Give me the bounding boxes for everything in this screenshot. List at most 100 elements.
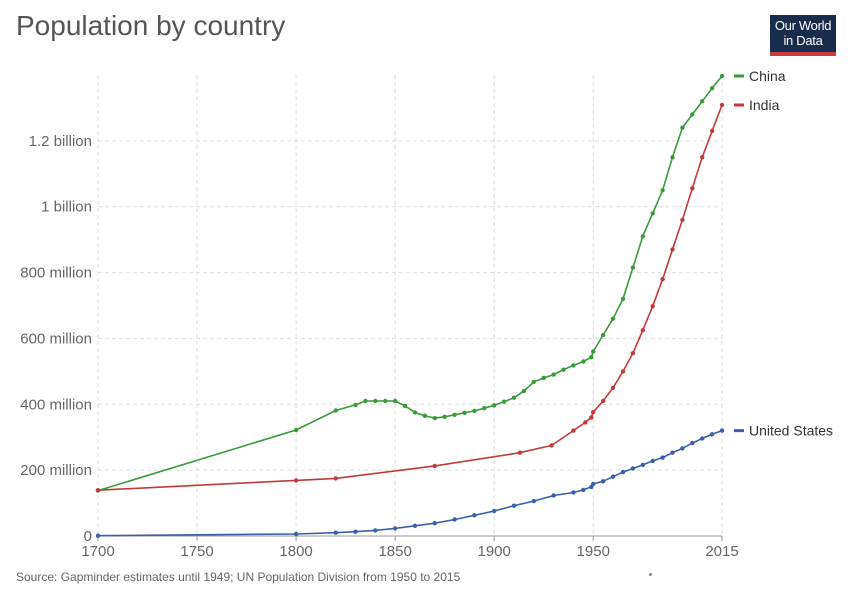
data-point[interactable] [353,529,358,534]
legend-item[interactable]: China [734,68,786,84]
data-point[interactable] [432,415,437,421]
data-point[interactable] [670,247,675,252]
data-point[interactable] [660,455,665,460]
data-point[interactable] [630,351,636,356]
data-point[interactable] [589,355,594,360]
data-point[interactable] [383,398,388,404]
data-point[interactable] [422,413,428,418]
data-point[interactable] [472,513,477,518]
data-point[interactable] [561,367,566,372]
data-point[interactable] [402,403,408,409]
data-point[interactable] [690,186,695,191]
data-point[interactable] [95,533,101,538]
data-point[interactable] [650,211,655,216]
data-point[interactable] [589,415,594,420]
series-line[interactable] [97,104,723,491]
data-point[interactable] [600,332,606,338]
data-point[interactable] [650,458,655,464]
data-point[interactable] [610,474,616,479]
data-point[interactable] [719,102,725,108]
data-point[interactable] [719,428,725,433]
data-point[interactable] [531,498,536,504]
data-point[interactable] [709,432,715,437]
data-point[interactable] [571,428,576,433]
data-point[interactable] [700,436,705,441]
data-point[interactable] [412,410,418,415]
data-point[interactable] [583,420,588,425]
data-point[interactable] [571,490,576,495]
data-point[interactable] [521,388,527,394]
data-point[interactable] [501,399,507,404]
data-point[interactable] [432,521,437,526]
series-line[interactable] [97,75,723,492]
data-point[interactable] [670,450,675,455]
data-point[interactable] [591,349,596,354]
data-point[interactable] [293,531,299,537]
data-point[interactable] [620,296,626,302]
data-point[interactable] [432,463,437,469]
our-world-in-data-logo[interactable]: Our World in Data [770,15,836,56]
series-india[interactable] [95,102,725,493]
data-point[interactable] [690,440,695,446]
data-point[interactable] [452,517,457,522]
data-point[interactable] [373,398,378,404]
legend-item[interactable]: United States [734,423,833,439]
data-point[interactable] [472,408,477,414]
data-point[interactable] [600,479,606,484]
data-point[interactable] [670,155,675,160]
data-point[interactable] [442,414,447,419]
data-point[interactable] [640,462,645,468]
data-point[interactable] [600,398,606,404]
data-point[interactable] [709,86,715,91]
data-point[interactable] [517,450,523,455]
legend-item[interactable]: India [734,97,780,113]
data-point[interactable] [709,128,715,134]
data-point[interactable] [660,188,665,193]
data-point[interactable] [492,508,497,514]
data-point[interactable] [293,478,299,483]
data-point[interactable] [293,427,299,433]
data-point[interactable] [333,408,338,413]
data-point[interactable] [95,488,101,493]
data-point[interactable] [610,385,616,390]
data-point[interactable] [482,406,487,411]
series-china[interactable] [95,73,725,493]
series-united-states[interactable] [95,428,725,538]
data-point[interactable] [680,125,685,130]
data-point[interactable] [660,277,665,282]
data-point[interactable] [591,410,596,415]
data-point[interactable] [680,217,685,223]
data-point[interactable] [531,379,536,385]
data-point[interactable] [620,469,626,475]
data-point[interactable] [412,523,418,528]
data-point[interactable] [353,402,358,408]
data-point[interactable] [571,363,576,368]
data-point[interactable] [511,395,517,400]
data-point[interactable] [591,481,596,487]
series-line[interactable] [97,429,723,537]
data-point[interactable] [610,316,616,321]
data-point[interactable] [640,234,645,239]
data-point[interactable] [373,528,378,533]
data-point[interactable] [640,328,645,333]
data-point[interactable] [719,73,725,79]
data-point[interactable] [541,375,546,381]
data-point[interactable] [392,526,398,531]
data-point[interactable] [690,112,695,117]
data-point[interactable] [333,530,338,535]
data-point[interactable] [492,403,497,408]
data-point[interactable] [630,265,636,270]
data-point[interactable] [333,476,338,481]
data-point[interactable] [700,155,705,160]
data-point[interactable] [620,369,626,374]
data-point[interactable] [551,493,556,498]
data-point[interactable] [581,487,586,493]
data-point[interactable] [363,398,368,404]
data-point[interactable] [700,99,705,104]
data-point[interactable] [462,410,467,415]
data-point[interactable] [549,443,554,448]
data-point[interactable] [392,398,398,404]
data-point[interactable] [452,412,457,417]
data-point[interactable] [581,359,586,364]
data-point[interactable] [511,503,517,508]
